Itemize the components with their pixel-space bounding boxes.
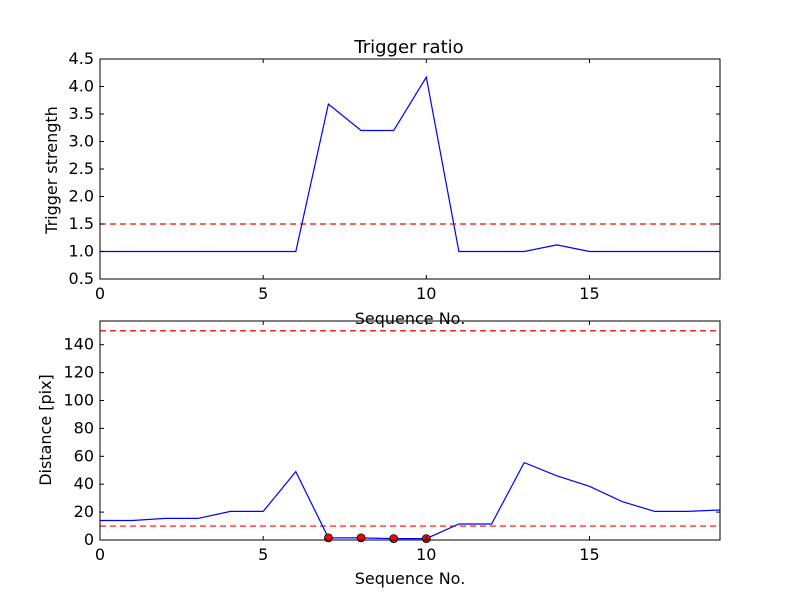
distance-chart: Sequence No. Distance [pix] 0 5 10 15 0 20 40 6… bbox=[36, 320, 721, 588]
y-tick-label: 60 bbox=[74, 446, 94, 465]
y-tick-label: 3.0 bbox=[69, 132, 94, 151]
x-tick-label: 5 bbox=[258, 545, 268, 564]
y-tick-label: 1.0 bbox=[69, 242, 94, 261]
x-tick-label: 15 bbox=[579, 545, 599, 564]
y-tick-label: 4.0 bbox=[69, 77, 94, 96]
x-tick-label: 0 bbox=[95, 284, 105, 303]
x-axis-label: Sequence No. bbox=[355, 569, 466, 588]
data-point-marker bbox=[389, 534, 399, 544]
y-tick-label: 4.5 bbox=[69, 49, 94, 68]
y-tick-label: 2.5 bbox=[69, 159, 94, 178]
data-point-marker bbox=[324, 533, 333, 543]
series-line bbox=[100, 75, 720, 253]
x-tick-label: 10 bbox=[416, 545, 436, 564]
y-tick-label: 0.5 bbox=[69, 269, 94, 288]
y-tick-label: 40 bbox=[74, 474, 94, 493]
y-axis-label: Distance [pix] bbox=[36, 374, 55, 486]
y-tick-label: 2.0 bbox=[69, 187, 94, 206]
x-tick-label: 15 bbox=[579, 284, 599, 303]
plot-frame bbox=[99, 58, 721, 280]
trigger-ratio-chart: Trigger ratio Sequence No. Trigger stren… bbox=[42, 37, 721, 328]
series-line bbox=[100, 461, 721, 540]
y-axis-label: Trigger strength bbox=[42, 106, 61, 235]
y-tick-label: 120 bbox=[63, 363, 94, 382]
y-tick-label: 100 bbox=[63, 391, 94, 410]
y-tick-label: 0 bbox=[84, 530, 94, 549]
x-tick-label: 0 bbox=[95, 545, 105, 564]
y-tick-label: 1.5 bbox=[69, 214, 94, 233]
x-tick-label: 10 bbox=[416, 284, 436, 303]
x-axis-label: Sequence No. bbox=[355, 309, 466, 328]
chart-title: Trigger ratio bbox=[353, 37, 463, 58]
data-point-marker bbox=[356, 533, 366, 543]
x-tick-label: 5 bbox=[258, 284, 268, 303]
y-tick-label: 3.5 bbox=[69, 104, 94, 123]
y-tick-label: 20 bbox=[74, 502, 94, 521]
plot-frame bbox=[99, 320, 721, 541]
y-tick-label: 140 bbox=[63, 335, 94, 354]
y-tick-label: 80 bbox=[74, 418, 94, 437]
